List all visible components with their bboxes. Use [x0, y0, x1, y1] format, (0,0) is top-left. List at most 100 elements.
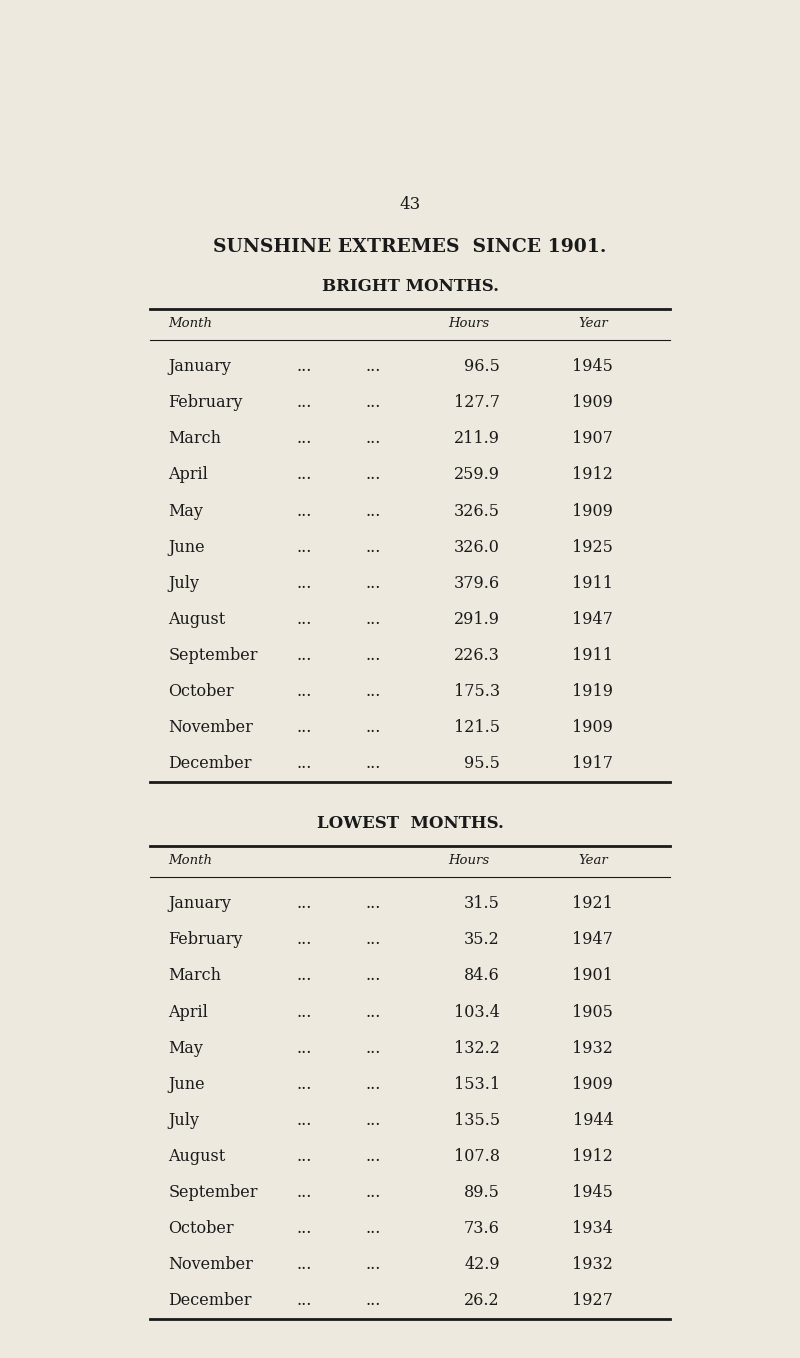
Text: ...: ... — [365, 430, 381, 447]
Text: 153.1: 153.1 — [454, 1076, 500, 1093]
Text: July: July — [168, 574, 199, 592]
Text: August: August — [168, 1148, 226, 1165]
Text: 291.9: 291.9 — [454, 611, 500, 627]
Text: 89.5: 89.5 — [464, 1184, 500, 1200]
Text: 1907: 1907 — [573, 430, 614, 447]
Text: ...: ... — [365, 1040, 381, 1057]
Text: 326.0: 326.0 — [454, 539, 500, 555]
Text: Hours: Hours — [448, 316, 490, 330]
Text: 1934: 1934 — [573, 1219, 614, 1237]
Text: 31.5: 31.5 — [464, 895, 500, 913]
Text: ...: ... — [297, 1184, 312, 1200]
Text: ...: ... — [365, 1293, 381, 1309]
Text: ...: ... — [297, 1112, 312, 1128]
Text: ...: ... — [297, 611, 312, 627]
Text: October: October — [168, 683, 234, 699]
Text: 1925: 1925 — [573, 539, 614, 555]
Text: ...: ... — [297, 1219, 312, 1237]
Text: ...: ... — [365, 1184, 381, 1200]
Text: November: November — [168, 1256, 253, 1272]
Text: ...: ... — [297, 1076, 312, 1093]
Text: June: June — [168, 539, 205, 555]
Text: 1909: 1909 — [573, 718, 614, 736]
Text: ...: ... — [365, 611, 381, 627]
Text: 121.5: 121.5 — [454, 718, 500, 736]
Text: ...: ... — [297, 1004, 312, 1020]
Text: ...: ... — [365, 574, 381, 592]
Text: Month: Month — [168, 854, 212, 866]
Text: 1909: 1909 — [573, 502, 614, 520]
Text: 326.5: 326.5 — [454, 502, 500, 520]
Text: 43: 43 — [399, 197, 421, 213]
Text: ...: ... — [297, 502, 312, 520]
Text: 1947: 1947 — [573, 611, 614, 627]
Text: 1901: 1901 — [573, 967, 614, 985]
Text: ...: ... — [297, 1040, 312, 1057]
Text: ...: ... — [297, 895, 312, 913]
Text: ...: ... — [365, 718, 381, 736]
Text: BRIGHT MONTHS.: BRIGHT MONTHS. — [322, 278, 498, 295]
Text: ...: ... — [365, 502, 381, 520]
Text: 1945: 1945 — [573, 1184, 614, 1200]
Text: ...: ... — [365, 1112, 381, 1128]
Text: ...: ... — [297, 1256, 312, 1272]
Text: 1917: 1917 — [573, 755, 614, 773]
Text: ...: ... — [297, 683, 312, 699]
Text: ...: ... — [365, 394, 381, 411]
Text: 107.8: 107.8 — [454, 1148, 500, 1165]
Text: ...: ... — [297, 646, 312, 664]
Text: SUNSHINE EXTREMES  SINCE 1901.: SUNSHINE EXTREMES SINCE 1901. — [214, 238, 606, 257]
Text: September: September — [168, 1184, 258, 1200]
Text: 1912: 1912 — [573, 1148, 614, 1165]
Text: 1909: 1909 — [573, 1076, 614, 1093]
Text: 226.3: 226.3 — [454, 646, 500, 664]
Text: 135.5: 135.5 — [454, 1112, 500, 1128]
Text: ...: ... — [297, 1293, 312, 1309]
Text: February: February — [168, 932, 242, 948]
Text: ...: ... — [297, 394, 312, 411]
Text: 1947: 1947 — [573, 932, 614, 948]
Text: 1944: 1944 — [573, 1112, 614, 1128]
Text: ...: ... — [297, 967, 312, 985]
Text: January: January — [168, 895, 231, 913]
Text: 175.3: 175.3 — [454, 683, 500, 699]
Text: LOWEST  MONTHS.: LOWEST MONTHS. — [317, 815, 503, 832]
Text: February: February — [168, 394, 242, 411]
Text: Hours: Hours — [448, 854, 490, 866]
Text: January: January — [168, 359, 231, 375]
Text: ...: ... — [365, 1148, 381, 1165]
Text: 1945: 1945 — [573, 359, 614, 375]
Text: November: November — [168, 718, 253, 736]
Text: ...: ... — [297, 1148, 312, 1165]
Text: September: September — [168, 646, 258, 664]
Text: ...: ... — [365, 1219, 381, 1237]
Text: ...: ... — [297, 718, 312, 736]
Text: ...: ... — [365, 1004, 381, 1020]
Text: April: April — [168, 466, 208, 483]
Text: 132.2: 132.2 — [454, 1040, 500, 1057]
Text: 26.2: 26.2 — [464, 1293, 500, 1309]
Text: 95.5: 95.5 — [464, 755, 500, 773]
Text: May: May — [168, 1040, 203, 1057]
Text: 1932: 1932 — [573, 1040, 614, 1057]
Text: March: March — [168, 967, 221, 985]
Text: 42.9: 42.9 — [464, 1256, 500, 1272]
Text: ...: ... — [365, 539, 381, 555]
Text: December: December — [168, 755, 252, 773]
Text: ...: ... — [365, 683, 381, 699]
Text: April: April — [168, 1004, 208, 1020]
Text: 96.5: 96.5 — [464, 359, 500, 375]
Text: ...: ... — [297, 359, 312, 375]
Text: 103.4: 103.4 — [454, 1004, 500, 1020]
Text: 379.6: 379.6 — [454, 574, 500, 592]
Text: ...: ... — [297, 932, 312, 948]
Text: March: March — [168, 430, 221, 447]
Text: 1912: 1912 — [573, 466, 614, 483]
Text: ...: ... — [365, 359, 381, 375]
Text: 1919: 1919 — [573, 683, 614, 699]
Text: ...: ... — [365, 895, 381, 913]
Text: ...: ... — [365, 932, 381, 948]
Text: Year: Year — [578, 316, 608, 330]
Text: ...: ... — [297, 430, 312, 447]
Text: 259.9: 259.9 — [454, 466, 500, 483]
